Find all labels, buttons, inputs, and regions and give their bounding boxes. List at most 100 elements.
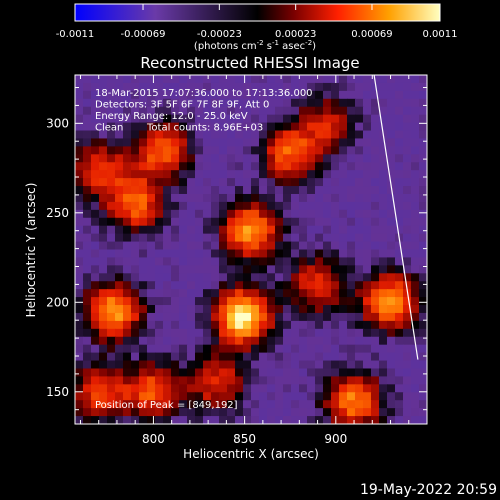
heatmap-cell: [75, 400, 84, 409]
heatmap-cell: [315, 376, 324, 385]
heatmap-cell: [179, 170, 188, 179]
heatmap-cell: [83, 162, 92, 171]
heatmap-cell: [171, 154, 180, 163]
heatmap-cell: [147, 186, 156, 195]
heatmap-cell: [139, 138, 148, 147]
heatmap-cell: [123, 336, 132, 346]
heatmap-cell: [371, 90, 380, 100]
heatmap-cell: [211, 193, 220, 203]
heatmap-cell: [203, 360, 212, 370]
heatmap-cell: [243, 201, 252, 211]
heatmap-cell: [227, 312, 236, 322]
heatmap-cell: [347, 297, 356, 306]
heatmap-cell: [395, 186, 404, 195]
heatmap-cell: [363, 162, 372, 171]
heatmap-cell: [99, 233, 108, 243]
heatmap-cell: [211, 178, 220, 187]
heatmap-cell: [387, 273, 396, 282]
heatmap-cell: [219, 170, 228, 179]
heatmap-cell: [291, 225, 300, 235]
heatmap-cell: [107, 82, 116, 92]
heatmap-cell: [323, 106, 332, 116]
heatmap-cell: [363, 376, 372, 385]
heatmap-cell: [203, 320, 212, 330]
heatmap-cell: [107, 178, 116, 187]
heatmap-cell: [147, 162, 156, 171]
heatmap-cell: [315, 312, 324, 322]
heatmap-cell: [171, 217, 180, 227]
heatmap-cell: [219, 138, 228, 147]
heatmap-cell: [83, 328, 92, 338]
heatmap-cell: [195, 336, 204, 346]
heatmap-cell: [323, 193, 332, 203]
heatmap-cell: [355, 233, 364, 243]
heatmap-cell: [243, 328, 252, 338]
heatmap-cell: [123, 408, 132, 417]
heatmap-cell: [315, 225, 324, 235]
heatmap-cell: [291, 114, 300, 124]
heatmap-cell: [323, 225, 332, 235]
heatmap-cell: [307, 154, 316, 163]
heatmap-cell: [227, 297, 236, 306]
heatmap-cell: [307, 328, 316, 338]
heatmap-cell: [259, 384, 268, 393]
heatmap-cell: [171, 305, 180, 314]
heatmap-cell: [403, 75, 412, 84]
heatmap-cell: [123, 257, 132, 266]
heatmap-cell: [355, 273, 364, 282]
heatmap-cell: [275, 75, 284, 84]
heatmap-cell: [91, 106, 100, 116]
heatmap-cell: [147, 122, 156, 132]
heatmap-cell: [91, 281, 100, 290]
heatmap-cell: [283, 392, 292, 401]
heatmap-cell: [275, 106, 284, 116]
heatmap-cell: [235, 400, 244, 409]
heatmap-cell: [411, 344, 420, 354]
heatmap-cell: [195, 376, 204, 385]
heatmap-cell: [355, 82, 364, 92]
heatmap-cell: [387, 82, 396, 92]
heatmap-cell: [395, 82, 404, 92]
heatmap-cell: [163, 122, 172, 132]
heatmap-cell: [243, 344, 252, 354]
heatmap-cell: [371, 257, 380, 266]
heatmap-cell: [339, 376, 348, 385]
heatmap-cell: [283, 352, 292, 362]
heatmap-cell: [75, 281, 84, 290]
heatmap-cell: [115, 352, 124, 362]
heatmap-cell: [147, 98, 156, 108]
heatmap-cell: [147, 75, 156, 84]
heatmap-cell: [91, 320, 100, 330]
heatmap-cell: [147, 273, 156, 282]
heatmap-cell: [243, 352, 252, 362]
heatmap-cell: [323, 122, 332, 132]
heatmap-cell: [419, 162, 427, 171]
heatmap-cell: [275, 122, 284, 132]
heatmap-cell: [219, 360, 228, 370]
heatmap-cell: [323, 162, 332, 171]
heatmap-cell: [331, 400, 340, 409]
heatmap-cell: [259, 344, 268, 354]
heatmap-cell: [243, 336, 252, 346]
heatmap-cell: [347, 416, 356, 424]
heatmap-cell: [267, 162, 276, 171]
heatmap-cell: [131, 233, 140, 243]
heatmap-cell: [355, 416, 364, 424]
heatmap-cell: [275, 312, 284, 322]
heatmap-cell: [107, 265, 116, 274]
heatmap-cell: [115, 130, 124, 140]
heatmap-cell: [259, 241, 268, 251]
heatmap-cell: [251, 249, 260, 259]
heatmap-cell: [363, 289, 372, 298]
heatmap-cell: [363, 416, 372, 424]
heatmap-cell: [299, 209, 308, 219]
heatmap-cell: [235, 249, 244, 259]
heatmap-cell: [299, 217, 308, 227]
heatmap-cell: [163, 320, 172, 330]
heatmap-cell: [275, 209, 284, 219]
chart-title: Reconstructed RHESSI Image: [140, 54, 359, 72]
heatmap-cell: [315, 217, 324, 227]
heatmap-cell: [131, 138, 140, 147]
heatmap-cell: [171, 170, 180, 179]
heatmap-cell: [187, 289, 196, 298]
